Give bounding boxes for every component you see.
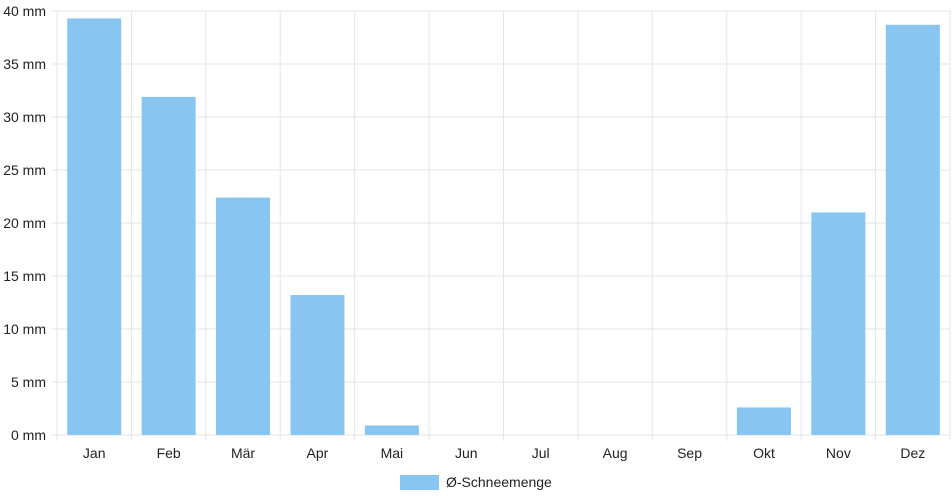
legend-label: Ø-Schneemenge bbox=[446, 474, 552, 490]
bar[interactable] bbox=[290, 295, 345, 435]
x-tick-label: Apr bbox=[307, 445, 329, 461]
x-tick-label: Mai bbox=[381, 445, 404, 461]
y-tick-label: 15 mm bbox=[3, 268, 46, 284]
x-axis: Jan Feb Mär Apr Mai Jun Jul Aug Sep Okt Nov Dez bbox=[83, 445, 925, 461]
x-tick-label: Jun bbox=[455, 445, 478, 461]
bar[interactable] bbox=[216, 197, 271, 435]
bar[interactable] bbox=[811, 212, 866, 435]
y-tick-label: 0 mm bbox=[11, 427, 46, 443]
x-tick-label: Feb bbox=[157, 445, 181, 461]
x-tick-label: Dez bbox=[900, 445, 925, 461]
bar[interactable] bbox=[141, 96, 196, 436]
y-tick-label: 5 mm bbox=[11, 374, 46, 390]
bar[interactable] bbox=[736, 407, 791, 435]
y-tick-label: 40 mm bbox=[3, 3, 46, 19]
bar[interactable] bbox=[885, 24, 940, 436]
y-tick-label: 35 mm bbox=[3, 56, 46, 72]
bar[interactable] bbox=[364, 425, 419, 435]
y-axis: 0 mm 5 mm 10 mm 15 mm 20 mm 25 mm 30 mm 35 mm 40… bbox=[3, 3, 46, 443]
x-tick-label: Aug bbox=[603, 445, 628, 461]
x-tick-label: Okt bbox=[753, 445, 775, 461]
legend-swatch bbox=[400, 475, 439, 490]
y-tick-label: 10 mm bbox=[3, 321, 46, 337]
y-tick-label: 30 mm bbox=[3, 109, 46, 125]
y-tick-label: 25 mm bbox=[3, 162, 46, 178]
grid-layer bbox=[51, 10, 951, 441]
x-tick-label: Nov bbox=[826, 445, 851, 461]
x-tick-label: Jul bbox=[532, 445, 550, 461]
x-tick-label: Jan bbox=[83, 445, 106, 461]
x-tick-label: Mär bbox=[231, 445, 255, 461]
x-tick-label: Sep bbox=[677, 445, 702, 461]
legend[interactable]: Ø-Schneemenge bbox=[400, 474, 552, 490]
bars-layer bbox=[67, 18, 940, 436]
bar[interactable] bbox=[67, 18, 122, 435]
y-tick-label: 20 mm bbox=[3, 215, 46, 231]
